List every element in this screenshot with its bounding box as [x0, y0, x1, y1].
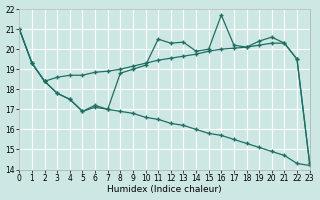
X-axis label: Humidex (Indice chaleur): Humidex (Indice chaleur) [107, 185, 222, 194]
